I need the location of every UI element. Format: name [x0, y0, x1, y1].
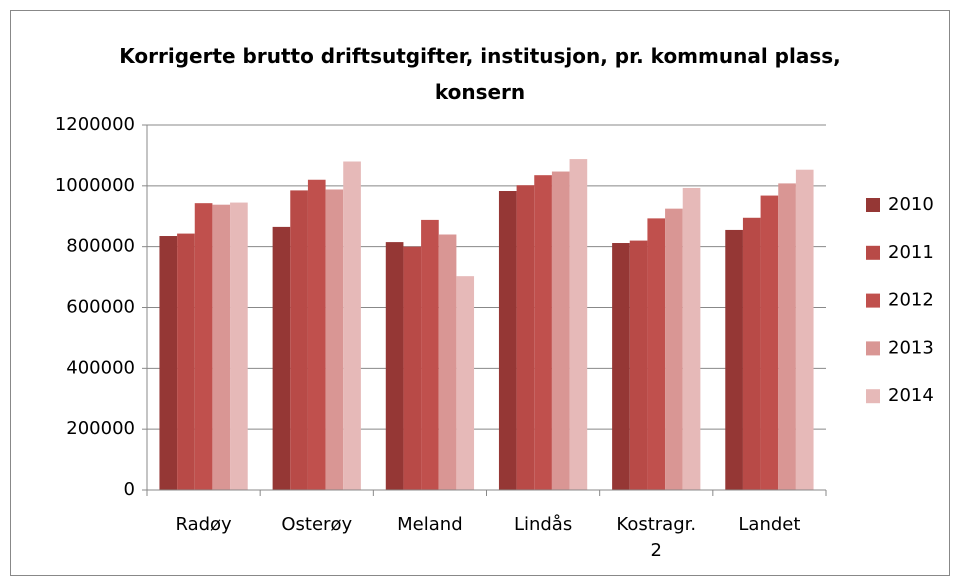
bar [403, 246, 422, 490]
x-tick-label: Kostragr. 2 [616, 514, 697, 561]
legend-swatch [866, 198, 880, 212]
y-tick-label: 600000 [66, 297, 135, 318]
bar [438, 234, 457, 490]
legend-label: 2011 [888, 242, 934, 263]
bar [307, 179, 326, 490]
bar [212, 204, 231, 491]
x-tick-label: Radøy [175, 514, 232, 535]
legend-swatch [866, 245, 880, 260]
bar [385, 242, 404, 490]
bar [647, 218, 666, 491]
bar [456, 276, 475, 490]
bar [421, 219, 439, 490]
bar [569, 159, 588, 491]
x-tick-label: Landet [738, 514, 801, 535]
bar [534, 175, 552, 490]
bar [725, 229, 743, 490]
bar [272, 226, 291, 491]
bar [325, 189, 344, 490]
y-tick-label: 1000000 [55, 175, 135, 196]
x-tick-label: Osterøy [281, 514, 353, 535]
bar [760, 195, 779, 491]
legend-label: 2014 [888, 385, 934, 406]
y-tick-label: 0 [124, 479, 135, 500]
legend-label: 2012 [888, 290, 934, 311]
x-tick-label: Meland [397, 514, 463, 535]
legend-label: 2010 [888, 194, 934, 215]
legend-label: 2013 [888, 337, 934, 358]
bar [795, 169, 814, 490]
bar [159, 236, 178, 490]
bar [665, 208, 683, 491]
y-tick-label: 800000 [66, 236, 135, 257]
bar [498, 191, 517, 491]
bar [177, 233, 195, 490]
bar [742, 217, 761, 491]
bar [230, 202, 248, 490]
chart-title: Korrigerte brutto driftsutgifter, instit… [119, 44, 841, 104]
y-tick-label: 400000 [66, 357, 135, 378]
bar [343, 161, 361, 490]
legend-swatch [866, 389, 880, 404]
bar [612, 243, 630, 490]
bar [551, 171, 570, 490]
y-tick-label: 1200000 [55, 114, 135, 135]
bar [682, 187, 701, 490]
bar [516, 185, 535, 490]
bar [290, 190, 308, 491]
legend-swatch [866, 341, 880, 356]
bar [194, 203, 213, 490]
legend-swatch [866, 293, 880, 308]
bar [629, 240, 648, 490]
y-tick-label: 200000 [66, 418, 135, 439]
x-tick-label: Lindås [513, 514, 573, 535]
bar [778, 183, 796, 490]
